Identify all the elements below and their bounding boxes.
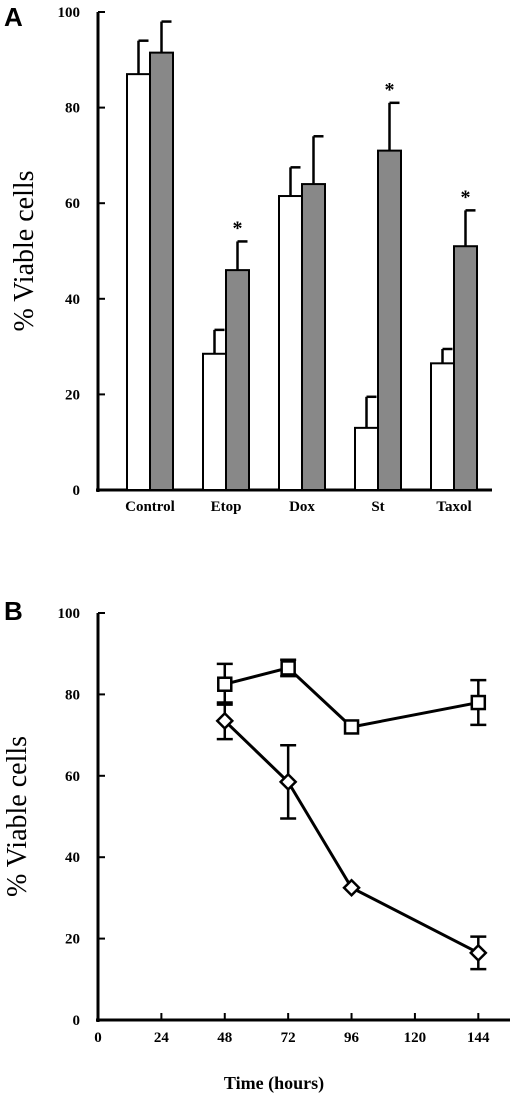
series-line-square [224,666,479,729]
y-tick-label-b: 40 [65,850,80,866]
data-point-diamond [342,878,361,897]
bar-etop-series-2 [225,269,250,491]
x-tick-label-a: Etop [211,499,242,515]
data-point-diamond [278,772,298,792]
data-point-diamond [215,711,235,731]
data-point-square [343,719,360,735]
series-line-diamond [223,719,479,955]
y-tick-label-b: 80 [65,687,80,703]
x-tick-label-b: 24 [154,1030,170,1046]
bar-dox-series-1 [278,195,303,491]
panel-a-label: A [4,2,23,32]
y-tick-label-a: 40 [65,292,80,308]
data-point-square [470,694,487,711]
chart-a: 0 20 40 60 80 100 % Viable cells Control Etop Dox… [9,5,492,515]
significance-star: * [385,79,395,101]
bar-dox-series-2 [301,183,326,492]
bar-st-series-1 [354,426,379,491]
x-tick-label-a: Dox [289,499,315,515]
y-axis-label-b: % Viable cells [2,736,33,897]
x-axis-label-b: Time (hours) [224,1073,324,1094]
y-tick-label-a: 60 [65,196,80,212]
x-tick-label-a: Taxol [436,499,471,515]
x-tick-label-b: 144 [467,1030,490,1046]
y-tick-label-a: 0 [73,483,81,499]
chart-b: 0 20 40 60 80 100 0 24 48 72 96 120 144 % Viable cell… [2,606,510,1094]
y-tick-label-b: 0 [73,1013,81,1029]
bar-taxol-series-2 [453,245,478,491]
y-tick-label-b: 20 [65,932,80,948]
x-tick-label-b: 72 [281,1030,296,1046]
y-tick-label-b: 100 [58,606,81,622]
y-tick-label-a: 20 [65,387,80,403]
bar-control-series-1 [126,73,151,491]
x-tick-label-b: 96 [344,1030,360,1046]
bar-taxol-series-1 [430,362,455,491]
x-tick-label-b: 0 [94,1030,102,1046]
data-point-square [280,660,296,676]
x-tick-label-b: 48 [217,1030,232,1046]
y-tick-label-b: 60 [65,769,80,785]
x-tick-label-a: St [371,499,384,515]
significance-star: * [233,217,243,239]
x-tick-label-a: Control [125,499,175,515]
data-point-square [217,676,233,692]
data-point-diamond [469,943,488,963]
bar-control-series-2 [149,51,174,491]
significance-star: * [461,186,471,208]
y-axis-label-a: % Viable cells [9,170,40,331]
bar-etop-series-1 [202,352,227,491]
y-tick-label-a: 100 [58,5,81,21]
x-tick-label-b: 120 [404,1030,427,1046]
y-tick-label-a: 80 [65,101,80,117]
panel-b-label: B [4,596,23,626]
bar-st-series-2 [377,149,402,491]
